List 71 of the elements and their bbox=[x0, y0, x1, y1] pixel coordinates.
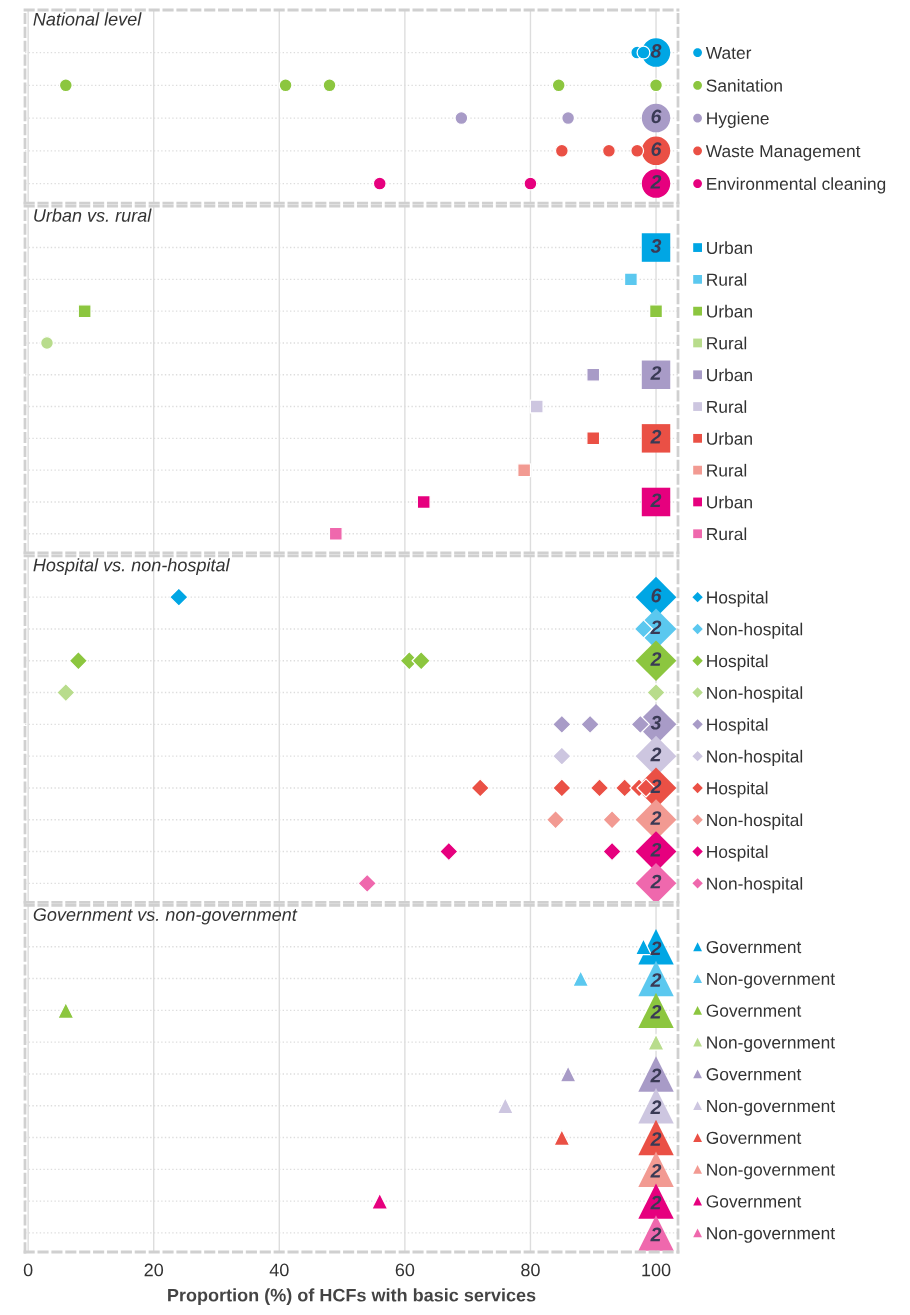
annotation: 3 bbox=[650, 715, 662, 730]
y-tick-label: Non-hospital bbox=[707, 813, 803, 830]
annotation: 2 bbox=[650, 1227, 662, 1242]
annotation: 2 bbox=[650, 620, 662, 634]
y-tick-label: Hygiene bbox=[707, 111, 769, 128]
annotation: 2 bbox=[650, 493, 662, 507]
annotation: 2 bbox=[650, 1068, 662, 1083]
y-tick-label: Urban bbox=[707, 304, 752, 318]
y-tick-label: Urban bbox=[707, 495, 752, 509]
x-tick-label: 0 bbox=[23, 1263, 33, 1277]
annotation: 2 bbox=[650, 874, 662, 889]
y-tick-label: Hospital bbox=[707, 781, 768, 798]
chart-title: National level bbox=[33, 12, 142, 26]
y-tick-label: Government bbox=[706, 1068, 802, 1081]
annotation: 6 bbox=[651, 142, 662, 157]
y-tick-label: Water bbox=[705, 46, 752, 60]
annotation: 6 bbox=[651, 588, 662, 603]
x-tick-label: 40 bbox=[269, 1263, 289, 1277]
y-tick-label: Rural bbox=[707, 400, 747, 414]
annotation: 2 bbox=[650, 175, 662, 189]
y-tick-label: Rural bbox=[707, 273, 747, 286]
y-tick-label: Non-government bbox=[707, 972, 835, 989]
annotation: 8 bbox=[650, 44, 662, 58]
chart-title: Hospital vs. non-hospital bbox=[33, 558, 230, 575]
annotation: 2 bbox=[650, 1004, 662, 1019]
chart-title: Government vs. non-government bbox=[33, 908, 298, 925]
y-tick-label: Non-government bbox=[707, 1100, 835, 1116]
x-tick-label: 100 bbox=[642, 1263, 671, 1277]
x-tick-label: 80 bbox=[521, 1263, 540, 1277]
annotation: 2 bbox=[650, 811, 662, 825]
y-tick-label: Urban bbox=[707, 368, 752, 382]
y-tick-label: Urban bbox=[707, 432, 752, 445]
chart-title: Urban vs. rural bbox=[34, 208, 152, 222]
y-tick-label: Non-government bbox=[707, 1163, 835, 1180]
y-tick-label: Non-hospital bbox=[707, 749, 803, 767]
annotation: 2 bbox=[650, 747, 662, 762]
y-tick-label: Rural bbox=[707, 527, 747, 541]
y-tick-label: Hospital bbox=[707, 718, 768, 735]
annotation: 2 bbox=[650, 652, 662, 666]
y-tick-label: Hospital bbox=[707, 845, 768, 862]
y-tick-label: Rural bbox=[707, 463, 747, 477]
y-tick-label: Hospital bbox=[707, 654, 768, 671]
y-tick-label: Government bbox=[706, 1004, 802, 1017]
annotation: 6 bbox=[651, 109, 662, 124]
annotation: 2 bbox=[650, 1195, 662, 1210]
y-tick-label: Government bbox=[706, 940, 802, 954]
annotation: 2 bbox=[650, 1132, 662, 1146]
annotation: 2 bbox=[650, 941, 662, 955]
y-tick-label: Government bbox=[706, 1195, 802, 1208]
y-tick-label: Non-hospital bbox=[707, 622, 803, 639]
y-tick-label: Urban bbox=[707, 241, 752, 255]
annotation: 3 bbox=[650, 239, 662, 253]
annotation: 2 bbox=[650, 1100, 662, 1114]
annotation: 2 bbox=[650, 973, 662, 987]
y-tick-label: Rural bbox=[707, 336, 747, 350]
y-tick-label: Waste Management bbox=[705, 145, 861, 161]
y-tick-label: Sanitation bbox=[706, 79, 782, 92]
y-tick-label: Non-government bbox=[707, 1227, 835, 1243]
x-tick-label: 20 bbox=[144, 1263, 164, 1277]
annotation: 2 bbox=[650, 366, 662, 380]
y-tick-label: Non-hospital bbox=[707, 686, 803, 703]
y-tick-label: Government bbox=[706, 1131, 802, 1144]
x-tick-label: 60 bbox=[395, 1263, 415, 1277]
annotation: 2 bbox=[650, 1163, 662, 1178]
y-tick-label: Non-hospital bbox=[707, 877, 803, 894]
annotation: 2 bbox=[650, 842, 662, 857]
y-tick-label: Non-government bbox=[707, 1036, 835, 1053]
x-axis-title: Proportion (%) of HCFs with basic services bbox=[168, 1288, 536, 1306]
y-tick-label: Environmental cleaning bbox=[707, 177, 886, 194]
annotation: 2 bbox=[650, 429, 662, 444]
y-tick-label: Hospital bbox=[707, 590, 768, 608]
